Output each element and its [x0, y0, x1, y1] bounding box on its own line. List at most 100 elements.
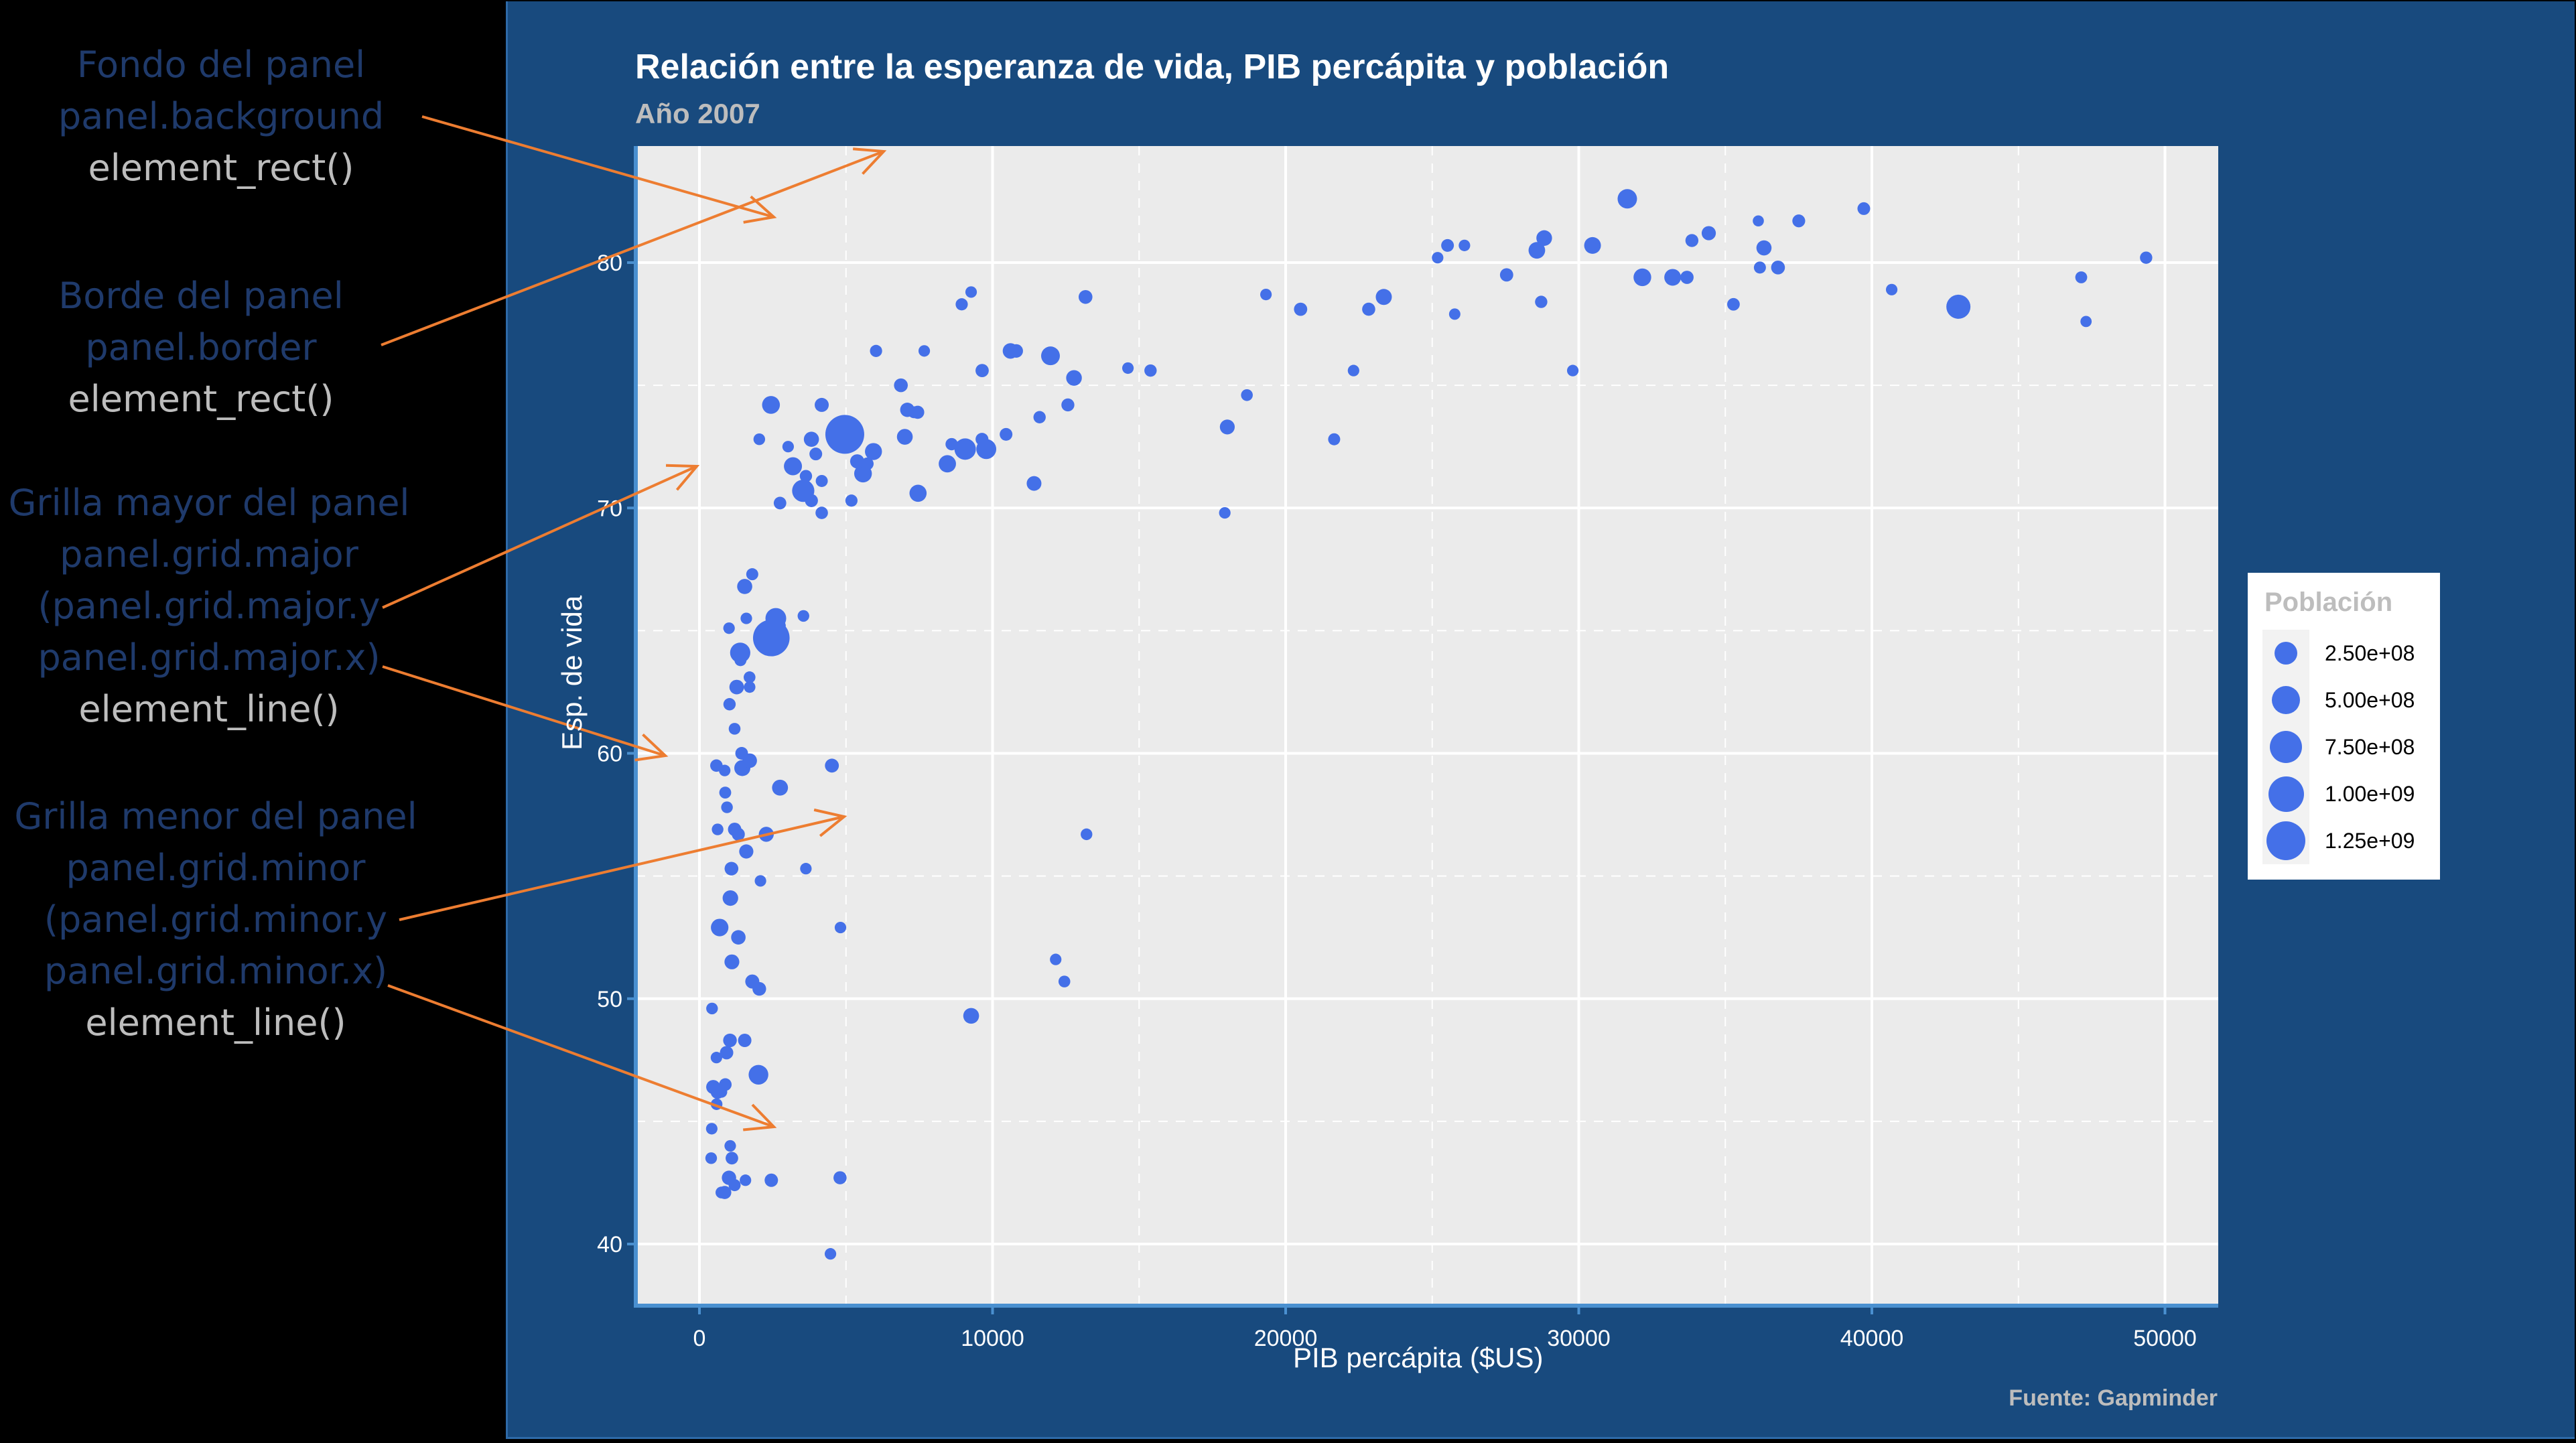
data-point — [721, 801, 733, 813]
data-point — [908, 406, 921, 419]
annotation-function: element_rect() — [68, 378, 334, 420]
annotation-panel-background: Fondo del panel panel.background element… — [0, 39, 442, 194]
arrowhead-icon — [813, 808, 848, 837]
data-point — [724, 954, 740, 969]
annotation-function: element_rect() — [88, 147, 354, 189]
chart-title: Relación entre la esperanza de vida, PIB… — [635, 48, 1670, 86]
data-point — [725, 862, 739, 876]
data-point — [731, 930, 746, 945]
data-point — [723, 698, 736, 711]
annotation-title: Fondo del panel — [76, 44, 366, 86]
legend-label: 2.50e+08 — [2325, 641, 2415, 665]
data-point — [1050, 953, 1062, 965]
data-point — [1058, 975, 1071, 987]
legend-item: 5.00e+08 — [2248, 677, 2440, 724]
legend-dot-icon — [2275, 642, 2297, 665]
data-point — [719, 786, 732, 799]
data-point — [975, 433, 989, 446]
data-point — [764, 1173, 778, 1187]
legend-dot-icon — [2272, 686, 2300, 714]
annotation-param: panel.border — [85, 326, 317, 368]
data-point — [739, 844, 754, 859]
data-point — [1664, 269, 1682, 286]
data-point — [753, 433, 766, 445]
data-point — [865, 443, 882, 460]
legend-item: 1.25e+09 — [2248, 817, 2440, 864]
arrowhead-icon — [665, 464, 700, 491]
x-tick-label: 50000 — [2133, 1326, 2197, 1351]
data-point — [1499, 268, 1513, 282]
annotation-arrow — [421, 115, 774, 218]
annotation-title: Grilla mayor del panel — [8, 482, 410, 524]
data-point — [1347, 364, 1359, 376]
x-axis-label: PIB percápita ($US) — [1293, 1342, 1544, 1373]
data-point — [734, 654, 747, 667]
y-tick-label: 50 — [597, 987, 622, 1012]
legend-label: 1.25e+09 — [2325, 829, 2415, 853]
data-point — [744, 671, 756, 683]
data-point — [1680, 271, 1694, 284]
data-point — [805, 494, 818, 507]
data-point — [1753, 261, 1766, 274]
data-point — [1536, 230, 1552, 247]
data-point — [737, 579, 752, 594]
annotation-function: element_line() — [85, 1002, 346, 1044]
data-point — [746, 568, 758, 581]
data-point — [1241, 389, 1253, 401]
data-point — [1756, 240, 1772, 256]
data-point — [975, 364, 989, 378]
data-point — [784, 457, 803, 476]
annotation-column: Fondo del panel panel.background element… — [0, 0, 506, 1443]
data-point — [825, 415, 864, 454]
data-point — [1221, 420, 1234, 434]
annotation-param: panel.background — [58, 95, 385, 137]
data-point — [723, 1033, 737, 1048]
annotation-param-y: (panel.grid.minor.y — [44, 898, 388, 941]
data-point — [1528, 242, 1546, 259]
data-point — [1535, 295, 1548, 308]
size-legend: Población 2.50e+08 5.00e+08 7.50e+08 1.0… — [2248, 573, 2440, 880]
annotation-function: element_line() — [78, 688, 340, 730]
data-point — [945, 437, 958, 451]
data-point — [803, 431, 819, 447]
data-point — [909, 484, 927, 502]
data-point — [809, 448, 823, 461]
data-point — [1448, 308, 1461, 320]
data-point — [824, 1248, 837, 1260]
annotation-title: Borde del panel — [58, 275, 344, 317]
data-point — [752, 981, 766, 996]
x-tick-label: 30000 — [1547, 1326, 1611, 1351]
data-point — [1792, 214, 1806, 228]
annotation-panel-grid-minor: Grilla menor del panel panel.grid.minor … — [0, 791, 437, 1048]
legend-item: 1.00e+09 — [2248, 770, 2440, 817]
x-tick-label: 10000 — [961, 1326, 1024, 1351]
data-point — [1946, 294, 1971, 319]
data-point — [1885, 283, 1898, 295]
data-point — [716, 1086, 728, 1098]
data-point — [1701, 226, 1716, 240]
arrowhead-icon — [634, 734, 669, 762]
legend-label: 5.00e+08 — [2325, 688, 2415, 712]
y-tick-label: 40 — [597, 1232, 622, 1257]
annotation-arrow — [382, 465, 697, 609]
data-point — [834, 921, 847, 934]
data-point — [1328, 433, 1341, 445]
data-point — [1081, 828, 1093, 841]
x-tick-label: 40000 — [1840, 1326, 1904, 1351]
data-point — [815, 397, 829, 412]
arrowhead-icon — [852, 147, 887, 175]
x-tick-label: 0 — [693, 1326, 706, 1351]
annotation-arrow — [387, 984, 774, 1128]
data-point — [740, 1174, 752, 1186]
data-point — [1219, 506, 1231, 519]
data-point — [2080, 316, 2092, 328]
annotation-param-x: panel.grid.minor.x) — [44, 950, 388, 992]
data-point — [723, 622, 735, 634]
chart-subtitle: Año 2007 — [635, 98, 760, 129]
data-point — [815, 506, 828, 519]
annotation-param: panel.grid.minor — [66, 847, 366, 889]
annotation-panel-grid-major: Grilla mayor del panel panel.grid.major … — [0, 477, 430, 735]
data-point — [711, 918, 729, 937]
data-point — [1727, 297, 1740, 311]
